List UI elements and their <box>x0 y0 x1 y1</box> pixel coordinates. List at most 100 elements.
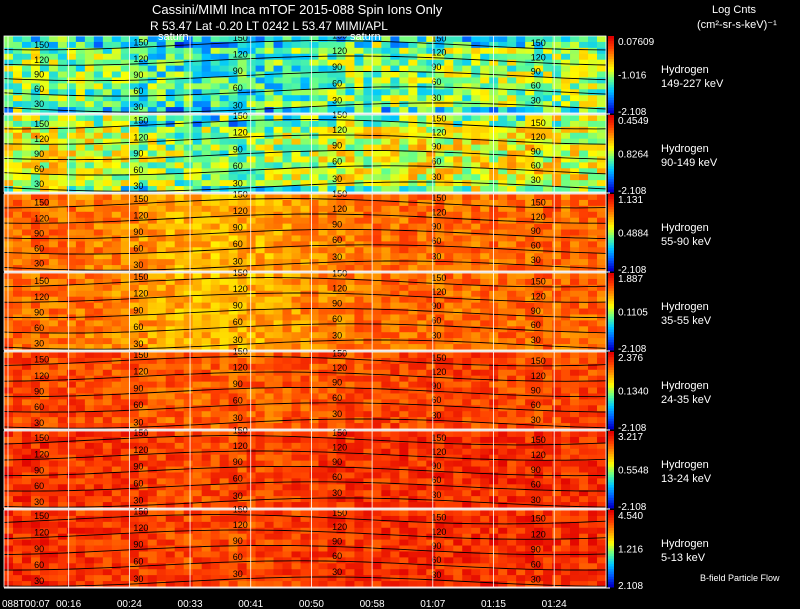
heatmap-cell <box>192 431 203 438</box>
heatmap-cell <box>291 156 301 163</box>
heatmap-cell <box>21 363 32 371</box>
heatmap-cell <box>453 436 463 444</box>
heatmap-cell <box>174 296 185 304</box>
contour-label: 30 <box>431 172 441 182</box>
heatmap-cell <box>399 381 409 388</box>
heatmap-cell <box>156 150 167 157</box>
heatmap-cell <box>525 296 535 304</box>
heatmap-cell <box>93 71 104 78</box>
heatmap-cell <box>156 344 167 351</box>
heatmap-cell <box>291 77 301 84</box>
heatmap-cell <box>237 332 247 339</box>
heatmap-cell <box>300 65 310 72</box>
heatmap-cell <box>156 381 167 388</box>
heatmap-cell <box>435 156 445 163</box>
heatmap-cell <box>390 405 400 412</box>
contour-label: 120 <box>531 52 546 62</box>
heatmap-cell <box>183 211 194 219</box>
heatmap-cell <box>120 199 131 207</box>
heatmap-cell <box>381 375 391 383</box>
heatmap-cell <box>309 375 319 383</box>
colorbar-segment <box>608 242 614 246</box>
heatmap-cell <box>525 326 535 333</box>
heatmap-cell <box>345 338 355 345</box>
heatmap-cell <box>138 314 149 321</box>
heatmap-cell <box>264 138 274 146</box>
heatmap-cell <box>579 259 589 266</box>
heatmap-cell <box>300 126 310 134</box>
heatmap-cell <box>273 47 283 55</box>
heatmap-cell <box>426 314 436 321</box>
heatmap-cell <box>408 411 418 418</box>
heatmap-cell <box>282 363 292 371</box>
heatmap-cell <box>174 47 185 55</box>
heatmap-cell <box>381 442 391 450</box>
heatmap-cell <box>543 381 553 388</box>
heatmap-cell <box>426 278 436 286</box>
heatmap-cell <box>534 273 544 280</box>
contour-line <box>3 181 607 192</box>
heatmap-cell <box>534 302 544 309</box>
heatmap-cell <box>156 174 167 181</box>
heatmap-cell <box>12 83 23 90</box>
heatmap-cell <box>147 101 158 108</box>
heatmap-cell <box>597 369 607 377</box>
contour-label: 150 <box>34 355 49 365</box>
heatmap-cell <box>345 107 355 114</box>
heatmap-cell <box>120 168 131 175</box>
heatmap-cell <box>498 375 508 383</box>
heatmap-cell <box>246 241 256 248</box>
heatmap-cell <box>363 265 373 272</box>
heatmap-cell <box>201 71 212 78</box>
heatmap-cell <box>588 168 598 175</box>
heatmap-cell <box>291 352 301 359</box>
heatmap-cell <box>453 138 463 146</box>
heatmap-cell <box>174 320 185 327</box>
heatmap-cell <box>255 132 265 140</box>
heatmap-cell <box>516 442 526 450</box>
heatmap-cell <box>588 174 598 181</box>
heatmap-cell <box>129 302 140 309</box>
heatmap-cell <box>57 417 68 424</box>
heatmap-cell <box>597 59 607 67</box>
heatmap-cell <box>84 199 95 207</box>
colorbar-segment <box>608 110 614 114</box>
heatmap-cell <box>273 393 283 400</box>
heatmap-cell <box>165 132 176 140</box>
heatmap-cell <box>273 115 283 122</box>
colorbar-mid-label: 0.4884 <box>618 229 649 240</box>
heatmap-cell <box>273 156 283 163</box>
heatmap-cell <box>120 375 131 383</box>
heatmap-cell <box>534 107 544 114</box>
heatmap-cell <box>174 411 185 418</box>
heatmap-cell <box>93 101 104 108</box>
heatmap-cell <box>219 436 230 444</box>
heatmap-cell <box>282 332 292 339</box>
heatmap-cell <box>57 290 68 298</box>
heatmap-cell <box>570 77 580 84</box>
heatmap-cell <box>156 138 167 146</box>
heatmap-cell <box>381 436 391 444</box>
heatmap-cell <box>372 83 382 90</box>
heatmap-cell <box>264 41 274 49</box>
heatmap-cell <box>588 53 598 61</box>
heatmap-cell <box>552 399 562 406</box>
heatmap-cell <box>255 77 265 84</box>
heatmap-cell <box>102 217 113 225</box>
heatmap-cell <box>237 314 247 321</box>
heatmap-cell <box>264 363 274 371</box>
heatmap-cell <box>480 83 490 90</box>
heatmap-cell <box>543 273 553 280</box>
colorbar-segment <box>608 240 614 244</box>
heatmap-cell <box>255 302 265 309</box>
heatmap-cell <box>300 89 310 96</box>
heatmap-cell <box>318 442 328 450</box>
heatmap-cell <box>273 417 283 424</box>
heatmap-cell <box>327 405 337 412</box>
heatmap-cell <box>282 290 292 298</box>
heatmap-cell <box>462 352 472 359</box>
heatmap-cell <box>228 174 239 181</box>
heatmap-cell <box>489 290 499 298</box>
heatmap-cell <box>165 71 176 78</box>
heatmap-cell <box>138 265 149 272</box>
